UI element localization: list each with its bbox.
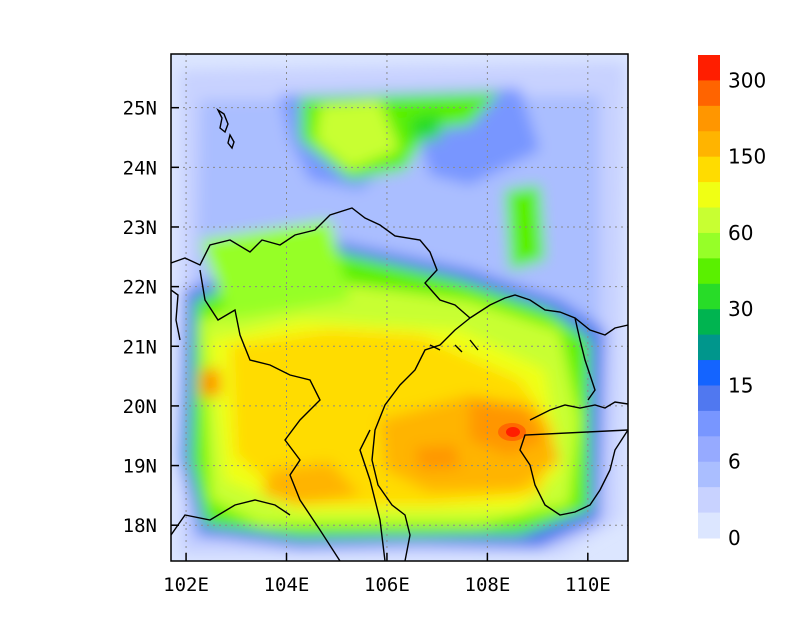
y-tick-label: 23N xyxy=(123,217,157,239)
gridlines xyxy=(171,54,628,561)
precipitation-field xyxy=(180,62,625,555)
coast-leizhou xyxy=(574,317,596,401)
x-tick-label: 104E xyxy=(264,574,310,596)
peak-rainfall-max xyxy=(506,427,520,437)
coast-vietnam xyxy=(371,317,471,561)
colorbar-swatch xyxy=(698,309,720,336)
border-laos-thailand xyxy=(171,499,291,536)
colorbar-swatch xyxy=(698,334,720,361)
island-northwest-2 xyxy=(227,133,235,150)
island-northwest-1 xyxy=(216,107,229,134)
colorbar-label: 150 xyxy=(728,145,766,169)
colorbar-swatch xyxy=(698,436,720,463)
colorbar-swatch xyxy=(698,385,720,412)
colorbar-swatch xyxy=(698,461,720,488)
colorbar-label: 6 xyxy=(728,450,741,474)
x-tick-label: 106E xyxy=(364,574,410,596)
map-plot-area xyxy=(171,54,628,561)
y-axis-ticks: 25N 24N 23N 22N 21N 20N 19N 18N xyxy=(123,98,179,537)
colorbar-label: 60 xyxy=(728,221,753,245)
coast-hainan xyxy=(519,401,628,516)
colorbar-swatch xyxy=(698,283,720,310)
colorbar-swatch xyxy=(698,232,720,259)
colorbar-swatch xyxy=(698,80,720,107)
colorbar-swatch xyxy=(698,410,720,437)
y-tick-label: 21N xyxy=(123,336,157,358)
y-tick-label: 24N xyxy=(123,157,157,179)
y-tick-label: 25N xyxy=(123,98,157,120)
border-myanmar xyxy=(171,289,181,341)
colorbar-swatch xyxy=(698,156,720,183)
colorbar-label: 15 xyxy=(728,373,753,397)
y-tick-label: 18N xyxy=(123,515,157,537)
colorbar-swatch xyxy=(698,55,720,81)
y-tick-label: 22N xyxy=(123,277,157,299)
x-tick-label: 108E xyxy=(465,574,511,596)
border-cambodia xyxy=(359,429,386,561)
colorbar-swatch xyxy=(698,258,720,285)
border-china-vietnam xyxy=(171,207,471,319)
colorbar-swatch xyxy=(698,131,720,158)
x-tick-label: 110E xyxy=(565,574,611,596)
colorbar-label: 300 xyxy=(728,68,766,92)
colorbar-swatch xyxy=(698,512,720,539)
coastline-and-borders xyxy=(171,107,628,561)
x-tick-label: 102E xyxy=(163,574,209,596)
x-axis-ticks: 102E 104E 106E 108E 110E xyxy=(163,553,611,596)
y-tick-label: 20N xyxy=(123,396,157,418)
coast-guangxi xyxy=(469,294,628,336)
colorbar-swatch xyxy=(698,182,720,209)
colorbar-swatch xyxy=(698,105,720,132)
border-vietnam-laos xyxy=(199,269,341,561)
islands-gulf xyxy=(429,339,479,353)
colorbar-label: 30 xyxy=(728,297,753,321)
colorbar-swatch xyxy=(698,487,720,514)
y-tick-label: 19N xyxy=(123,456,157,478)
colorbar-swatch xyxy=(698,360,720,386)
colorbar-label: 0 xyxy=(728,526,741,550)
plot-frame xyxy=(170,53,629,562)
colorbar-swatch xyxy=(698,207,720,234)
